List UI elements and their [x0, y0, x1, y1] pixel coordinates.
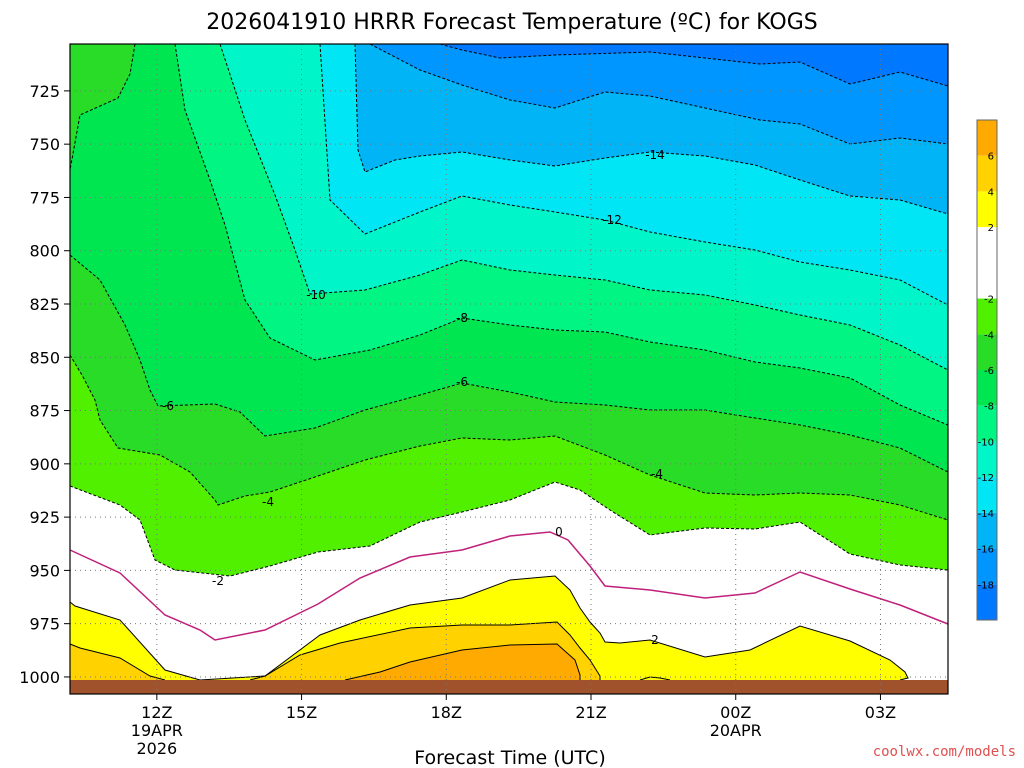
colorbar-band--8	[977, 370, 997, 406]
colorbar-tick--12: -12	[978, 473, 994, 484]
colorbar-band--18	[977, 548, 997, 585]
contour-line-minus6	[174, 43, 949, 426]
colorbar-tick--18: -18	[978, 580, 994, 591]
contour-line-plus6	[344, 643, 581, 681]
contour-label-minus8: -8	[456, 311, 468, 325]
contour-line-plus4-center	[249, 621, 601, 681]
chart-title: 2026041910 HRRR Forecast Temperature (ºC…	[206, 10, 817, 35]
colorbar-tick--16: -16	[978, 545, 994, 556]
colorbar-band--2	[977, 227, 997, 299]
contour-label-minus4-left: -4	[262, 495, 274, 509]
x-axis-label: Forecast Time (UTC)	[414, 747, 605, 768]
y-axis: 725 750 775 800 825 850 875 900 925 950 975 1000	[19, 82, 70, 687]
y-tick-label-750: 750	[29, 135, 60, 154]
contour-label-minus10: -10	[306, 288, 326, 302]
grid-lines	[70, 44, 948, 694]
x-tick-label-03Z: 03Z	[865, 703, 896, 722]
x-tick-label-21Z: 21Z	[575, 703, 606, 722]
contour-line-minus2	[69, 354, 949, 521]
contour-line-minus10	[319, 43, 949, 306]
colorbar-band-4	[977, 155, 997, 192]
colorbar-tick--8: -8	[984, 402, 994, 413]
colorbar-band--4	[977, 298, 997, 335]
colorbar-band--16	[977, 512, 997, 549]
colorbar-tick--2: -2	[984, 295, 994, 306]
contour-label-minus6-left: -6	[162, 399, 174, 413]
contour-label-plus2: 2	[651, 633, 659, 647]
colorbar-tick--4: -4	[984, 330, 994, 341]
contour-line-minus4-lower	[69, 254, 949, 473]
contour-label-zero: 0	[555, 525, 563, 539]
plot-frame	[69, 43, 949, 695]
y-tick-label-875: 875	[29, 402, 60, 421]
colorbar-band--6	[977, 334, 997, 370]
y-tick-label-725: 725	[29, 82, 60, 101]
credit-link[interactable]: coolwx.com/models	[873, 744, 1016, 760]
colorbar-tick-2: 2	[988, 223, 994, 234]
y-tick-label-950: 950	[29, 561, 60, 580]
y-tick-label-975: 975	[29, 615, 60, 634]
ground-strip	[70, 680, 948, 694]
colorbar-band--14	[977, 477, 997, 513]
colorbar-band-2	[977, 191, 997, 228]
contour-line-minus12	[354, 43, 949, 215]
x-tick-date-00Z: 20APR	[710, 721, 762, 740]
x-tick-year-12Z: 2026	[136, 739, 177, 758]
y-tick-label-1000: 1000	[19, 668, 60, 687]
contour-label-minus6: -6	[456, 375, 468, 389]
contour-line-minus2-lower	[69, 481, 949, 577]
x-tick-date-12Z: 19APR	[131, 721, 183, 740]
band-fill-plus6	[345, 644, 580, 680]
contour-label-minus2: -2	[212, 574, 224, 588]
y-tick-label-850: 850	[29, 348, 60, 367]
x-tick-label-00Z: 00Z	[720, 703, 751, 722]
contour-line-plus2-small	[639, 676, 671, 681]
plot-area: -14 -12 -10 -8 -6 -6 -4 -4 -2 0 2	[69, 43, 949, 695]
colorbar-band--10	[977, 405, 997, 442]
y-tick-label-900: 900	[29, 455, 60, 474]
colorbar-tick--6: -6	[984, 366, 994, 377]
colorbar-tick-6: 6	[988, 152, 994, 163]
colorbar-tick-4: 4	[988, 187, 994, 198]
y-tick-label-775: 775	[29, 188, 60, 207]
x-tick-label-18Z: 18Z	[431, 703, 462, 722]
y-tick-label-925: 925	[29, 508, 60, 527]
x-tick-label-12Z: 12Z	[141, 703, 172, 722]
y-tick-label-825: 825	[29, 295, 60, 314]
colorbar-band-6	[977, 120, 997, 156]
x-tick-label-15Z: 15Z	[286, 703, 317, 722]
colorbar-tick--14: -14	[978, 509, 994, 520]
contour-line-minus16	[439, 43, 949, 87]
contour-label-minus4: -4	[651, 467, 663, 481]
colorbar: 6 4 2 -2 -4 -6 -8 -10 -12 -14 -16 -18	[976, 119, 998, 621]
colorbar-band--12	[977, 441, 997, 478]
contour-line-zero	[69, 531, 949, 641]
colorbar-frame	[976, 119, 998, 621]
colorbar-tick--10: -10	[978, 437, 994, 448]
contour-label-minus12: -12	[602, 213, 622, 227]
contour-line-plus2	[69, 575, 909, 681]
contour-label-minus14: -14	[645, 148, 665, 162]
colorbar-band--20	[977, 584, 997, 620]
y-tick-label-800: 800	[29, 242, 60, 261]
contour-line-minus4	[69, 43, 136, 171]
